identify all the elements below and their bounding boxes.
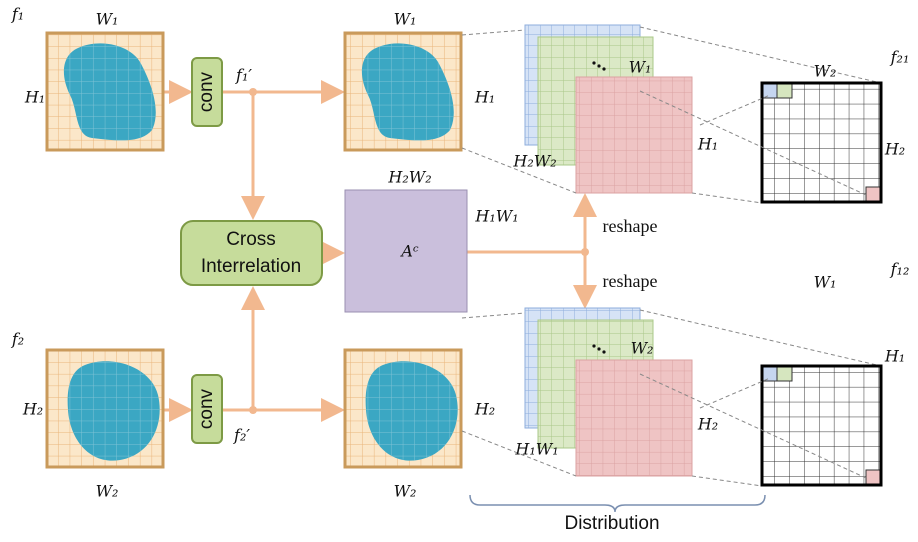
math-label: H₂	[697, 415, 718, 434]
math-label: f₁′	[235, 66, 252, 85]
ellipsis-dot	[602, 67, 605, 70]
cell	[777, 83, 792, 98]
math-label: W₁	[629, 58, 652, 77]
math-label: Aᶜ	[399, 242, 419, 261]
math-label: f₂₁	[890, 48, 910, 67]
math-label: H₂	[884, 140, 905, 159]
math-label: f₂′	[233, 426, 250, 445]
math-label: H₂	[474, 400, 495, 419]
math-label: H₁W₁	[474, 207, 518, 226]
diagram: convconvCrossInterrelationf₁W₁H₁f₂H₂W₂f₁…	[0, 0, 918, 542]
math-label: W₁	[394, 10, 417, 29]
math-label: H₁	[697, 135, 718, 154]
dashed-guide	[700, 95, 770, 125]
cross-label: Cross	[226, 229, 276, 250]
reshape-label: reshape	[603, 271, 658, 291]
distribution-map	[762, 83, 881, 202]
math-label: f₁₂	[890, 260, 910, 279]
math-label: f₁	[11, 5, 24, 24]
dashed-guide	[640, 27, 881, 83]
math-label: H₁	[24, 88, 45, 107]
ellipsis-dot	[592, 61, 595, 64]
math-label: H₂W₂	[512, 152, 556, 171]
dashed-guide	[692, 193, 762, 203]
math-label: W₂	[631, 339, 654, 358]
dashed-guide	[640, 310, 881, 366]
blob-grid	[68, 361, 160, 460]
dashed-guide	[692, 476, 762, 486]
ellipsis-dot	[597, 64, 600, 67]
math-label: W₁	[814, 273, 837, 292]
blob-grid	[366, 361, 458, 460]
math-label: W₂	[96, 482, 119, 501]
conv-label: conv	[196, 388, 217, 429]
math-label: H₁W₁	[514, 440, 558, 459]
stack-layer	[576, 360, 692, 476]
cross-label: Interrelation	[201, 256, 301, 277]
brace	[470, 495, 765, 512]
ellipsis-dot	[592, 344, 595, 347]
conv-label: conv	[196, 71, 217, 112]
math-label: H₂	[22, 400, 43, 419]
stack-layer	[576, 77, 692, 193]
math-label: H₂W₂	[387, 168, 431, 187]
cell	[866, 470, 881, 485]
dashed-guide	[462, 313, 525, 318]
footer-label: Distribution	[564, 513, 659, 534]
math-label: f₂	[11, 330, 24, 349]
reshape-label: reshape	[603, 216, 658, 236]
cell	[777, 366, 792, 381]
math-label: W₂	[814, 62, 837, 81]
distribution-map	[762, 366, 881, 485]
ellipsis-dot	[597, 347, 600, 350]
math-label: H₁	[474, 88, 495, 107]
math-label: H₁	[884, 347, 905, 366]
dashed-guide	[462, 30, 525, 35]
junction	[581, 248, 589, 256]
math-label: W₂	[394, 482, 417, 501]
math-label: W₁	[96, 10, 119, 29]
cell	[762, 83, 777, 98]
cell	[866, 187, 881, 202]
cell	[762, 366, 777, 381]
dashed-guide	[700, 378, 770, 408]
ellipsis-dot	[602, 350, 605, 353]
